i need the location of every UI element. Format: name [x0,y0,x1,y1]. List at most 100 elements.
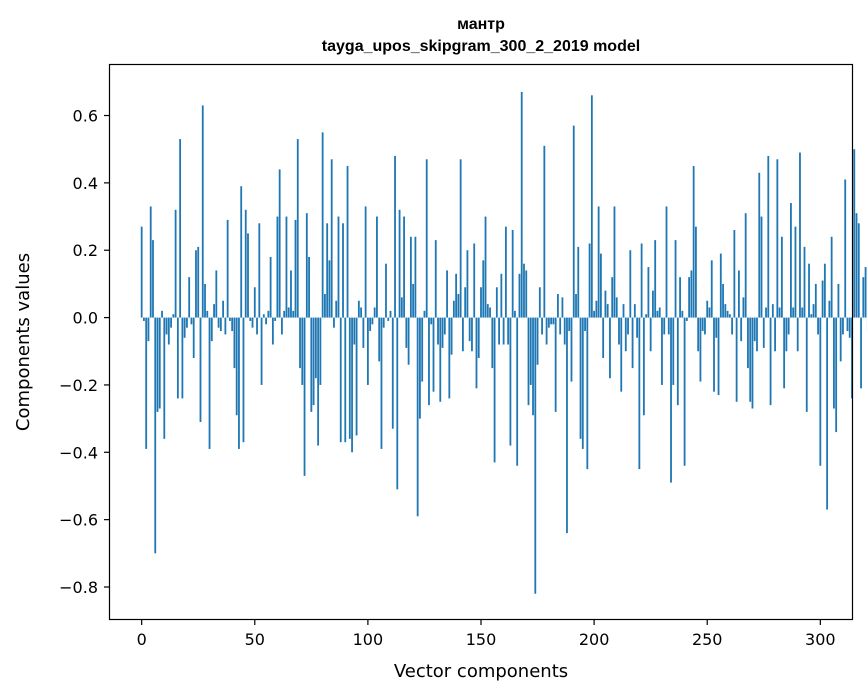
bar-component-310 [842,317,844,335]
bar-component-75 [310,317,313,412]
bar-component-281 [776,159,779,318]
bar-component-163 [509,317,512,446]
bar-component-256 [719,253,722,318]
bar-component-214 [624,317,627,352]
bar-component-28 [204,283,206,318]
bar-component-160 [502,317,505,345]
bar-component-235 [672,317,675,385]
bar-component-297 [812,304,815,318]
bar-component-79 [319,317,322,385]
bar-component-284 [783,317,786,389]
bar-component-108 [385,263,387,318]
bar-component-34 [217,317,220,328]
bar-component-288 [792,307,795,318]
bar-component-292 [801,307,804,318]
bar-component-39 [228,317,231,321]
bar-component-315 [853,149,856,318]
bar-component-180 [547,317,550,328]
y-axis-label: Components values [13,253,34,431]
bar-component-211 [618,317,620,345]
bar-component-141 [459,159,462,318]
bar-component-85 [333,317,335,328]
bar-component-246 [697,317,700,352]
bar-component-291 [799,152,801,318]
bar-component-81 [324,294,326,318]
bar-component-158 [498,317,500,345]
bar-component-303 [826,317,829,510]
bar-component-73 [305,213,308,318]
bar-component-140 [457,294,460,318]
bar-component-26 [199,317,202,422]
bar-component-186 [561,297,564,318]
bar-component-200 [593,310,596,318]
bar-component-65 [287,307,290,318]
bar-component-172 [529,317,532,385]
bar-component-133 [441,317,444,348]
bar-component-171 [527,317,530,406]
bar-component-125 [423,310,426,318]
bar-component-116 [403,216,405,318]
bar-component-5 [152,240,154,318]
bar-component-127 [428,317,430,406]
bar-component-41 [233,317,236,369]
bar-component-100 [366,317,369,385]
bar-component-118 [407,317,410,365]
bar-component-59 [274,317,277,321]
bar-component-64 [285,216,288,318]
bar-component-3 [147,317,150,342]
bar-component-189 [568,317,571,332]
bar-component-183 [554,317,557,412]
bar-component-6 [154,317,157,554]
bar-component-167 [518,273,521,318]
bar-component-266 [742,297,745,318]
x-tick-label: 0 [137,630,147,649]
bar-component-168 [520,91,523,318]
bar-component-254 [715,317,718,338]
bar-component-220 [638,317,641,470]
bar-component-55 [265,317,267,325]
bar-component-280 [774,317,776,352]
bar-component-263 [735,317,738,402]
bar-component-299 [817,317,819,335]
bar-component-23 [192,317,195,358]
bars-group [140,91,867,594]
bar-component-2 [145,317,148,449]
bar-component-102 [371,317,374,325]
bar-component-20 [186,317,188,328]
bar-component-320 [864,267,867,318]
bar-component-208 [611,277,614,318]
bar-component-274 [760,216,763,318]
x-tick-label: 250 [692,630,723,649]
bar-component-103 [373,307,376,318]
bar-component-14 [172,314,175,318]
bar-component-54 [262,314,265,318]
bar-component-63 [283,310,286,318]
bar-component-178 [543,145,546,318]
bar-component-255 [717,317,720,396]
bar-component-294 [805,317,808,412]
bar-component-87 [337,216,340,318]
bar-component-94 [353,317,356,345]
bar-component-134 [443,317,446,335]
bar-component-137 [450,317,453,355]
bar-component-43 [238,317,240,449]
bar-component-72 [303,317,306,476]
bar-component-155 [491,317,494,369]
bar-component-123 [419,317,421,419]
bar-component-302 [823,263,826,318]
bar-component-109 [387,317,390,321]
bar-component-78 [317,317,320,446]
bar-component-174 [534,317,537,594]
bar-component-11 [165,317,168,335]
bar-component-95 [355,317,358,436]
bar-component-296 [810,314,813,318]
bar-component-48 [249,317,252,321]
bar-component-22 [190,317,193,325]
bar-component-66 [290,270,292,318]
bar-component-173 [532,317,534,416]
bar-component-184 [557,294,559,318]
bar-component-90 [344,317,347,443]
bar-component-187 [563,317,566,345]
